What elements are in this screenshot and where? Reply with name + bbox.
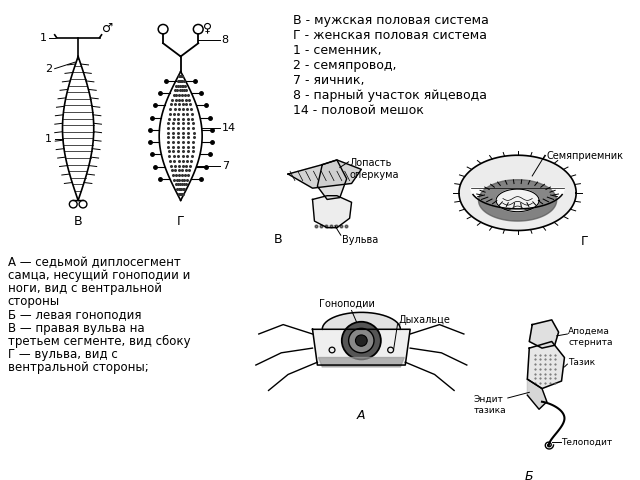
Text: 14: 14 bbox=[221, 123, 236, 133]
Text: ♀: ♀ bbox=[204, 22, 212, 35]
Polygon shape bbox=[323, 312, 401, 329]
Polygon shape bbox=[312, 196, 351, 228]
Circle shape bbox=[342, 322, 381, 360]
Text: Б: Б bbox=[525, 470, 534, 480]
Text: ♂: ♂ bbox=[102, 22, 113, 35]
Text: Вульва: Вульва bbox=[342, 235, 378, 245]
Circle shape bbox=[349, 328, 374, 353]
Polygon shape bbox=[459, 155, 576, 230]
Text: 1: 1 bbox=[40, 33, 47, 43]
Text: В: В bbox=[273, 233, 282, 246]
Text: В - мужская половая система: В - мужская половая система bbox=[293, 14, 489, 27]
Text: 7 - яичник,: 7 - яичник, bbox=[293, 74, 364, 87]
Text: А — седьмой диплосегмент: А — седьмой диплосегмент bbox=[8, 256, 180, 269]
Text: 14 - половой мешок: 14 - половой мешок bbox=[293, 105, 424, 118]
Polygon shape bbox=[470, 188, 564, 209]
Text: третьем сегменте, вид сбоку: третьем сегменте, вид сбоку bbox=[8, 335, 191, 348]
Polygon shape bbox=[318, 358, 404, 367]
Polygon shape bbox=[527, 379, 547, 409]
Text: В — правая вульва на: В — правая вульва на bbox=[8, 322, 145, 335]
Text: ноги, вид с вентральной: ноги, вид с вентральной bbox=[8, 282, 162, 295]
Text: 1: 1 bbox=[45, 134, 52, 144]
Text: Г - женская половая система: Г - женская половая система bbox=[293, 29, 487, 42]
Text: Г — вульва, вид с: Г — вульва, вид с bbox=[8, 348, 118, 361]
Circle shape bbox=[355, 335, 367, 346]
Text: Дыхальце: Дыхальце bbox=[399, 315, 451, 325]
Text: 8: 8 bbox=[221, 36, 229, 46]
Text: Аподема
стернита: Аподема стернита bbox=[568, 326, 613, 347]
Text: Лопасть
оперкума: Лопасть оперкума bbox=[349, 158, 399, 180]
Text: 2 - семяпровод,: 2 - семяпровод, bbox=[293, 59, 396, 72]
Polygon shape bbox=[496, 189, 539, 212]
Text: Телоподит: Телоподит bbox=[561, 438, 612, 447]
Text: 7: 7 bbox=[221, 161, 229, 170]
Polygon shape bbox=[288, 160, 362, 188]
Polygon shape bbox=[529, 320, 559, 348]
Polygon shape bbox=[479, 180, 557, 221]
Text: Г: Г bbox=[177, 215, 184, 228]
Text: Б — левая гоноподия: Б — левая гоноподия bbox=[8, 309, 141, 322]
Text: 8 - парный участок яйцевода: 8 - парный участок яйцевода bbox=[293, 89, 487, 102]
Text: В: В bbox=[74, 215, 83, 228]
Text: самца, несущий гоноподии и: самца, несущий гоноподии и bbox=[8, 269, 190, 282]
Polygon shape bbox=[312, 329, 410, 365]
Text: Тазик: Тазик bbox=[568, 358, 595, 367]
Polygon shape bbox=[527, 342, 564, 389]
Text: 2: 2 bbox=[45, 64, 52, 74]
Text: вентральной стороны;: вентральной стороны; bbox=[8, 361, 148, 374]
Text: Эндит
тазика: Эндит тазика bbox=[474, 395, 506, 415]
Text: Г: Г bbox=[581, 235, 589, 248]
Text: А: А bbox=[357, 409, 365, 422]
Text: стороны: стороны bbox=[8, 295, 60, 309]
Text: 1 - семенник,: 1 - семенник, bbox=[293, 44, 381, 57]
Text: Семяприемник: Семяприемник bbox=[547, 151, 624, 160]
Polygon shape bbox=[317, 160, 347, 200]
Text: Гоноподии: Гоноподии bbox=[319, 299, 374, 309]
